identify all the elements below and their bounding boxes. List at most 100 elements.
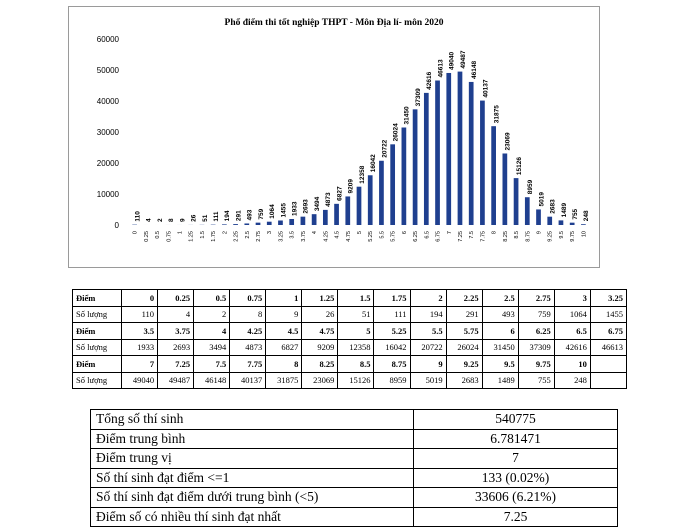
data-label: 51 xyxy=(202,214,209,222)
x-tick-label: 5.5 xyxy=(379,231,385,239)
x-tick-label: 5.75 xyxy=(391,231,397,242)
x-tick-label: 9.75 xyxy=(570,231,576,242)
x-tick-label: 8.25 xyxy=(503,231,509,242)
data-label: 12358 xyxy=(359,165,366,183)
table-cell: 1.75 xyxy=(373,289,411,307)
data-label: 5019 xyxy=(538,192,545,207)
summary-value: 6.781471 xyxy=(413,428,618,449)
data-label: 2693 xyxy=(303,199,310,214)
summary-table: Tổng số thí sinh 540775 Điểm trung bình 6.7… xyxy=(90,409,618,527)
table-cell: 51 xyxy=(337,305,375,323)
table-cell: 9209 xyxy=(301,338,339,356)
x-tick-label: 6.25 xyxy=(413,231,419,242)
x-tick-label: 0 xyxy=(133,231,139,234)
bar xyxy=(547,216,553,225)
score-distribution-chart: Phổ điểm thi tốt nghiệp THPT - Môn Địa l… xyxy=(68,6,600,268)
table-cell: 8.5 xyxy=(337,355,375,373)
table-cell: 6.25 xyxy=(517,322,555,340)
bar xyxy=(255,222,261,225)
data-label: 493 xyxy=(247,209,254,220)
table-cell: 16042 xyxy=(373,338,411,356)
data-label: 49487 xyxy=(460,50,467,68)
table-cell: 2 xyxy=(193,305,231,323)
table-cell: 0.75 xyxy=(229,289,267,307)
bar xyxy=(524,197,530,225)
bar xyxy=(401,127,407,225)
table-cell: 6.5 xyxy=(553,322,591,340)
x-tick-label: 1.25 xyxy=(189,231,195,242)
table-cell: 0 xyxy=(120,289,159,307)
table-cell: 8.75 xyxy=(373,355,411,373)
y-tick-label: 50000 xyxy=(97,66,120,75)
table-cell: 7.5 xyxy=(193,355,231,373)
x-tick-label: 5.25 xyxy=(368,231,374,242)
x-tick-label: 0.75 xyxy=(166,231,172,242)
bar xyxy=(558,220,564,225)
table-cell: 3.25 xyxy=(589,289,628,307)
table-cell: 8 xyxy=(229,305,267,323)
data-label: 9 xyxy=(179,218,186,222)
summary-label: Số thí sinh đạt điểm dưới trung bình (<5… xyxy=(90,487,414,508)
bar xyxy=(457,71,463,225)
table-cell: 4 xyxy=(157,305,195,323)
table-cell: 2.25 xyxy=(445,289,483,307)
table-cell xyxy=(589,355,628,373)
table-cell: 0.25 xyxy=(157,289,195,307)
x-tick-label: 2.25 xyxy=(234,231,240,242)
score-table: Điểm 0 0.25 0.5 0.75 1 1.25 1.5 1.75 2 2.25 2.5 2.75… xyxy=(72,289,628,389)
score-row: Điểm 0 0.25 0.5 0.75 1 1.25 1.5 1.75 2 2.25 2.5 2.75… xyxy=(72,289,628,307)
summary-value: 7 xyxy=(413,448,618,469)
data-label: 20722 xyxy=(381,139,388,157)
table-cell: 37309 xyxy=(517,338,555,356)
table-cell: 5.25 xyxy=(373,322,411,340)
x-tick-label: 1.5 xyxy=(200,231,206,239)
bar xyxy=(266,221,272,225)
summary-row: Điểm trung bình 6.781471 xyxy=(90,428,618,449)
data-label: 110 xyxy=(134,211,141,222)
table-cell: 12358 xyxy=(337,338,375,356)
bar xyxy=(379,160,384,225)
x-tick-label: 0.25 xyxy=(144,231,150,242)
bar xyxy=(334,203,339,225)
table-cell: 248 xyxy=(553,371,591,389)
bar xyxy=(233,224,238,225)
summary-label: Điểm số có nhiều thí sinh đạt nhất xyxy=(90,506,414,527)
table-cell: 759 xyxy=(517,305,555,323)
table-cell: 9 xyxy=(409,355,447,373)
x-tick-label: 7.75 xyxy=(480,231,486,242)
x-tick-label: 8 xyxy=(492,231,498,234)
data-label: 6827 xyxy=(336,186,343,201)
count-row: Số lượng 49040 49487 46148 40137 31875 23069 15… xyxy=(72,371,628,389)
data-label: 2683 xyxy=(550,199,557,214)
x-tick-label: 2.75 xyxy=(256,231,262,242)
bar xyxy=(367,175,373,225)
x-tick-label: 1.75 xyxy=(211,231,217,242)
table-cell: 194 xyxy=(409,305,447,323)
summary-label: Số thí sinh đạt điểm <=1 xyxy=(90,467,414,488)
table-cell: 1 xyxy=(265,289,303,307)
data-label: 16042 xyxy=(370,154,377,172)
table-cell: 49040 xyxy=(120,371,159,389)
table-cell: 7.25 xyxy=(157,355,195,373)
table-cell: 9.75 xyxy=(517,355,555,373)
table-cell: 1064 xyxy=(553,305,591,323)
table-cell: 3494 xyxy=(193,338,231,356)
x-tick-label: 9.25 xyxy=(548,231,554,242)
table-cell: 6 xyxy=(481,322,519,340)
data-label: 23069 xyxy=(505,132,512,150)
bar xyxy=(502,153,508,225)
bar xyxy=(244,223,250,225)
bar xyxy=(581,224,586,225)
data-label: 15126 xyxy=(516,157,523,175)
table-cell: 5019 xyxy=(409,371,447,389)
x-axis-labels: 0 0.25 0.5 0.75 1 1.25 1.5 1.75 2 2.25 2.5 2.75 3 3.2… xyxy=(133,231,588,242)
data-label: 111 xyxy=(213,211,220,222)
x-tick-label: 10 xyxy=(581,231,587,237)
x-tick-label: 7 xyxy=(447,231,453,234)
x-tick-label: 6 xyxy=(402,231,408,234)
data-label: 31875 xyxy=(493,105,500,123)
x-tick-label: 4.75 xyxy=(346,231,352,242)
table-cell: 5.5 xyxy=(409,322,447,340)
x-tick-label: 2 xyxy=(222,231,228,234)
table-cell: 9.5 xyxy=(481,355,519,373)
